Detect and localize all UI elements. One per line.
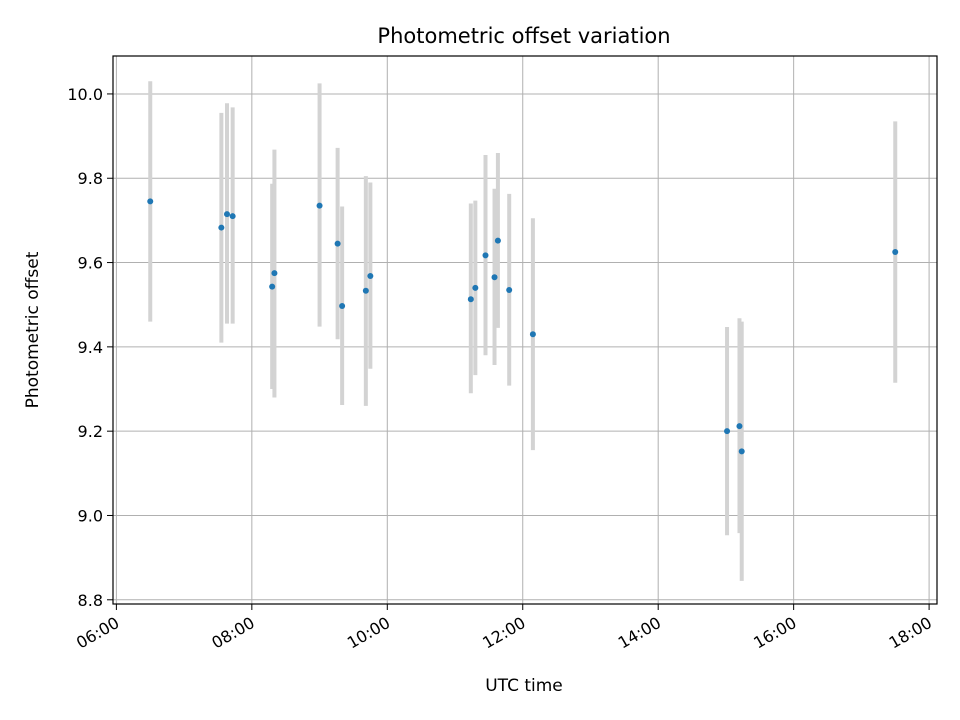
- data-point: [334, 240, 341, 247]
- data-point: [229, 213, 236, 220]
- y-tick-label: 9.0: [78, 506, 103, 525]
- data-point: [506, 286, 513, 293]
- y-tick-label: 9.4: [78, 338, 103, 357]
- x-tick-label: 16:00: [750, 613, 799, 653]
- y-axis-label: Photometric offset: [23, 251, 43, 408]
- plot-frame: [112, 55, 938, 605]
- data-point: [892, 249, 899, 256]
- x-tick-label: 06:00: [73, 613, 122, 653]
- y-axis-ticks: 8.8 9.0 9.2 9.4 9.6 9.8 10.0: [67, 85, 113, 610]
- data-point: [339, 302, 346, 309]
- data-point: [529, 331, 536, 338]
- data-point: [491, 274, 498, 281]
- x-tick-label: 08:00: [208, 613, 257, 653]
- data-point: [494, 237, 501, 244]
- data-point: [224, 211, 231, 218]
- data-point: [269, 283, 276, 290]
- data-point: [316, 202, 323, 209]
- y-tick-label: 8.8: [78, 591, 103, 610]
- data-point: [736, 423, 743, 430]
- chart-title: Photometric offset variation: [377, 24, 670, 48]
- data-point: [467, 296, 474, 303]
- data-point: [147, 198, 154, 205]
- y-tick-label: 9.2: [78, 422, 103, 441]
- grid: [113, 56, 937, 604]
- x-tick-label: 14:00: [615, 613, 664, 653]
- x-tick-label: 12:00: [479, 613, 528, 653]
- data-point: [367, 273, 374, 280]
- data-point: [482, 252, 489, 259]
- data-point: [271, 270, 278, 277]
- x-axis-label: UTC time: [485, 676, 563, 696]
- data-point: [472, 284, 479, 291]
- y-tick-label: 9.6: [78, 254, 103, 273]
- x-axis-ticks: 06:00 08:00 10:00 12:00 14:00 16:00 18:00: [73, 604, 935, 653]
- data-point: [724, 428, 731, 435]
- x-tick-label: 10:00: [344, 613, 393, 653]
- y-tick-label: 9.8: [78, 169, 103, 188]
- data-points: [147, 198, 899, 455]
- x-tick-label: 18:00: [886, 613, 935, 653]
- data-point: [218, 224, 225, 231]
- y-tick-label: 10.0: [67, 85, 103, 104]
- data-point: [362, 287, 369, 294]
- data-point: [738, 448, 745, 455]
